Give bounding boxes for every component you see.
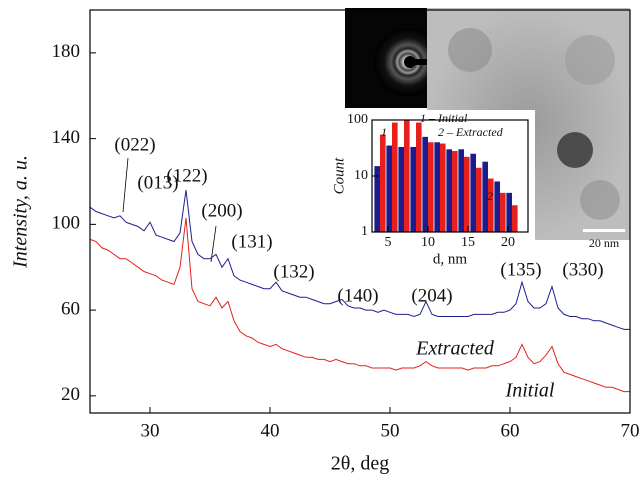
peak-label: (132) <box>273 261 314 282</box>
x-tick-label: 5 <box>385 235 392 250</box>
bar <box>398 146 404 232</box>
x-tick-label: 60 <box>501 420 520 441</box>
x-tick-label: 10 <box>421 235 435 250</box>
y-tick-label: 10 <box>354 168 368 183</box>
legend-entry: 1 – Initial <box>420 111 468 125</box>
peak-label: (022) <box>114 134 155 155</box>
peak-label: (135) <box>500 259 541 280</box>
bar <box>446 149 452 232</box>
bar <box>392 122 398 232</box>
bar <box>476 167 482 232</box>
bar <box>506 192 512 232</box>
data-line <box>89 190 630 330</box>
series-number: 1 <box>381 125 387 139</box>
peak-label: (330) <box>562 259 603 280</box>
y-tick-label: 140 <box>52 127 81 148</box>
y-axis-label: Count <box>331 157 347 195</box>
leader-line <box>122 157 129 213</box>
y-tick-label: 100 <box>52 213 81 234</box>
leader-line <box>210 225 217 263</box>
bar <box>410 146 416 232</box>
x-axis-label: 2θ, deg <box>331 453 389 475</box>
bar <box>404 120 410 232</box>
y-axis-label: Intensity, a. u. <box>10 155 32 269</box>
bar <box>428 142 434 232</box>
bar <box>434 142 440 232</box>
y-tick-label: 20 <box>61 384 80 405</box>
peak-label: (013) <box>137 172 178 193</box>
x-axis-label: d, nm <box>433 251 468 267</box>
peak-label: (140) <box>337 285 378 306</box>
y-tick-label: 180 <box>52 41 81 62</box>
bar <box>500 192 506 232</box>
legend-entry: 2 – Extracted <box>438 125 504 139</box>
bar <box>464 156 470 232</box>
y-tick-label: 60 <box>61 298 80 319</box>
peak-label: (131) <box>231 231 272 252</box>
bar <box>470 153 476 232</box>
bar <box>380 134 386 232</box>
series-label: Extracted <box>415 338 495 360</box>
plot-frame <box>89 9 631 414</box>
bar <box>422 136 428 232</box>
bar <box>488 178 494 232</box>
bar <box>482 161 488 232</box>
peak-label: (204) <box>411 285 452 306</box>
bar <box>494 181 500 232</box>
bar <box>452 150 458 232</box>
bar <box>440 143 446 232</box>
series-label: Initial <box>505 380 555 402</box>
peak-label: (200) <box>201 200 242 221</box>
bar <box>458 149 464 232</box>
bar <box>416 122 422 232</box>
x-tick-label: 70 <box>621 420 640 441</box>
tem-images <box>330 8 630 270</box>
x-tick-label: 30 <box>141 420 160 441</box>
bar <box>512 205 518 232</box>
x-tick-label: 15 <box>461 235 475 250</box>
peak-label: (122) <box>166 165 207 186</box>
bar <box>374 166 380 232</box>
series-number: 2 <box>487 189 493 203</box>
y-tick-label: 1 <box>361 224 368 239</box>
scale-label: 20 nm <box>589 236 620 250</box>
y-tick-label: 100 <box>347 112 368 127</box>
x-tick-label: 20 <box>501 235 515 250</box>
x-tick-label: 40 <box>261 420 280 441</box>
x-tick-label: 50 <box>381 420 400 441</box>
bar <box>386 145 392 232</box>
data-line <box>89 217 630 393</box>
